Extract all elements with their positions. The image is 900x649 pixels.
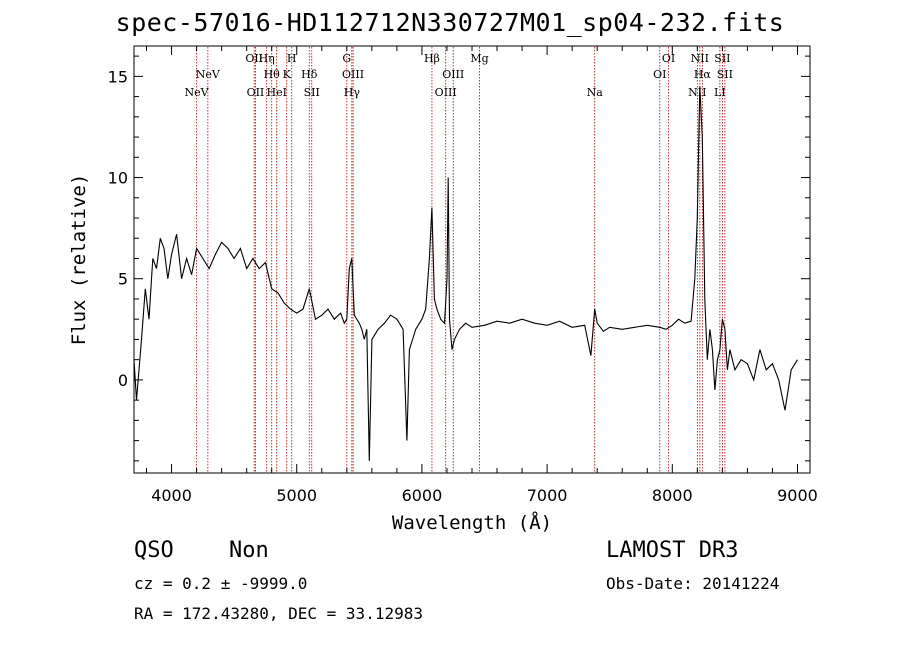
line-marker-label: NII bbox=[691, 52, 709, 65]
y-tick-label: 0 bbox=[118, 371, 128, 390]
plot-frame bbox=[133, 45, 811, 474]
line-marker-label: NeV bbox=[196, 68, 221, 81]
line-marker-label: OII bbox=[247, 86, 265, 99]
class-label: QSO bbox=[134, 538, 174, 563]
y-tick-label: 15 bbox=[108, 67, 128, 86]
line-marker-label: OIII bbox=[442, 68, 464, 81]
line-marker-label: NeV bbox=[185, 86, 210, 99]
y-tick-label: 10 bbox=[108, 169, 128, 188]
spectrum-series-line bbox=[133, 86, 798, 461]
line-marker-label: OII bbox=[245, 52, 263, 65]
x-axis-label: Wavelength (Å) bbox=[392, 511, 552, 534]
line-marker-label: Hη bbox=[259, 52, 275, 65]
line-marker-label: Hγ bbox=[344, 86, 361, 99]
y-axis: 0 5 10 15 bbox=[108, 55, 810, 462]
line-marker-label: OI bbox=[653, 68, 666, 81]
obs-date: Obs-Date: 20141224 bbox=[606, 574, 780, 593]
x-axis: 4000 5000 6000 7000 8000 9000 bbox=[146, 46, 818, 505]
line-marker-label: HeI bbox=[266, 86, 286, 99]
subclass-label: Non bbox=[229, 538, 269, 563]
line-markers bbox=[196, 47, 726, 472]
line-marker-label: SII bbox=[717, 68, 733, 81]
line-marker-label: Hα bbox=[694, 68, 712, 81]
y-axis-label: Flux (relative) bbox=[68, 174, 90, 346]
line-marker-label: OI bbox=[662, 52, 675, 65]
line-marker-label: SII bbox=[714, 52, 730, 65]
line-marker-label: Mg bbox=[470, 52, 488, 65]
line-marker-label: Hθ bbox=[264, 68, 281, 81]
line-marker-label: Hδ bbox=[301, 68, 318, 81]
line-marker-label: OIII bbox=[342, 68, 364, 81]
chart-title: spec-57016-HD112712N330727M01_sp04-232.f… bbox=[115, 8, 785, 37]
coordinates: RA = 172.43280, DEC = 33.12983 bbox=[134, 604, 423, 623]
line-marker-label: K bbox=[283, 68, 292, 81]
x-tick-label: 8000 bbox=[652, 486, 693, 505]
y-tick-label: 5 bbox=[118, 270, 128, 289]
line-marker-label: LI bbox=[714, 86, 726, 99]
line-marker-label: H bbox=[287, 52, 297, 65]
x-tick-label: 5000 bbox=[276, 486, 317, 505]
survey-label: LAMOST DR3 bbox=[606, 538, 739, 563]
cz-value: cz = 0.2 ± -9999.0 bbox=[134, 574, 308, 593]
line-marker-label: SII bbox=[304, 86, 320, 99]
x-tick-label: 4000 bbox=[151, 486, 192, 505]
line-marker-label: Na bbox=[587, 86, 604, 99]
line-marker-label: OIII bbox=[435, 86, 457, 99]
x-tick-label: 7000 bbox=[527, 486, 568, 505]
x-tick-label: 9000 bbox=[777, 486, 818, 505]
line-marker-label: NII bbox=[688, 86, 706, 99]
x-tick-label: 6000 bbox=[402, 486, 443, 505]
line-marker-label: G bbox=[342, 52, 351, 65]
line-marker-label: Hβ bbox=[424, 52, 440, 65]
